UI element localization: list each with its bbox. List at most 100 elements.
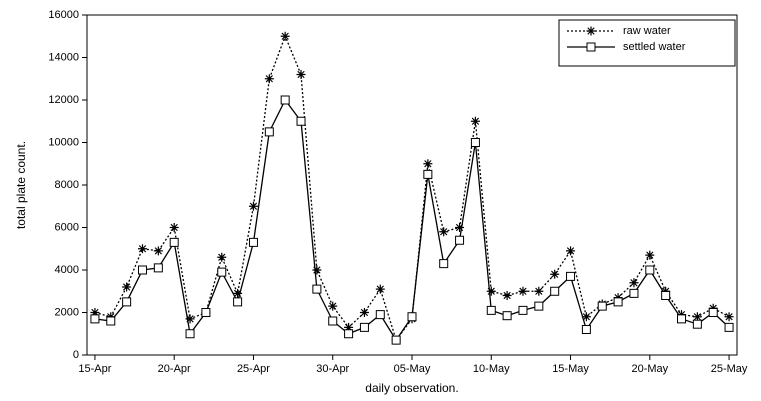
x-tick-label: 15-Apr	[78, 363, 111, 375]
square-marker	[439, 259, 449, 269]
square-marker	[169, 237, 179, 247]
y-tick-label: 8000	[55, 179, 79, 191]
square-marker	[185, 329, 195, 339]
legend-label: raw water	[623, 25, 671, 37]
star-marker	[264, 74, 274, 84]
x-tick-label: 10-May	[473, 363, 510, 375]
star-marker	[312, 265, 322, 275]
square-marker	[645, 265, 655, 275]
star-marker	[586, 26, 596, 36]
star-marker	[359, 308, 369, 317]
x-tick-label: 20-May	[631, 363, 668, 375]
square-marker	[534, 301, 544, 311]
star-marker	[486, 286, 496, 296]
square-marker	[407, 312, 417, 322]
square-marker	[312, 284, 322, 294]
square-marker	[328, 316, 338, 326]
x-tick-label: 25-May	[711, 363, 748, 375]
square-marker	[566, 271, 576, 281]
star-marker	[280, 31, 290, 41]
star-marker	[518, 286, 528, 296]
series-line	[94, 98, 730, 342]
square-marker	[692, 319, 702, 329]
square-marker	[233, 297, 243, 307]
square-marker	[280, 95, 290, 105]
y-axis-title: total plate count.	[14, 141, 28, 229]
square-marker	[724, 322, 734, 332]
square-marker	[296, 116, 306, 126]
square-marker	[359, 322, 369, 332]
star-marker	[169, 223, 179, 232]
star-marker	[470, 116, 480, 126]
star-marker	[455, 223, 465, 232]
square-marker	[586, 42, 596, 52]
square-marker	[708, 308, 718, 317]
star-marker	[328, 301, 338, 311]
square-marker	[581, 325, 591, 334]
x-tick-label: 25-Apr	[237, 363, 270, 375]
y-tick-label: 14000	[48, 51, 79, 63]
square-marker	[629, 288, 639, 298]
square-marker	[661, 291, 671, 300]
square-marker	[502, 311, 512, 321]
star-marker	[645, 250, 655, 260]
star-marker	[296, 70, 306, 79]
square-marker	[613, 297, 623, 307]
star-marker	[248, 201, 258, 211]
star-marker	[217, 252, 227, 262]
y-tick-label: 2000	[55, 306, 79, 318]
y-tick-label: 4000	[55, 264, 79, 276]
square-marker	[137, 265, 147, 275]
square-marker	[344, 329, 354, 339]
square-marker	[375, 310, 385, 320]
square-marker	[597, 301, 607, 311]
square-marker	[391, 335, 401, 345]
star-marker	[90, 308, 100, 317]
y-tick-label: 12000	[48, 94, 79, 106]
star-marker	[423, 159, 433, 169]
star-marker	[502, 291, 512, 300]
square-marker	[90, 314, 100, 324]
star-marker	[550, 269, 560, 279]
square-marker	[470, 138, 480, 147]
star-marker	[137, 244, 147, 254]
star-marker	[344, 322, 354, 332]
y-tick-label: 6000	[55, 221, 79, 233]
star-marker	[122, 282, 132, 292]
x-tick-label: 15-May	[552, 363, 589, 375]
square-marker	[106, 316, 116, 326]
square-marker	[455, 235, 465, 245]
star-marker	[153, 246, 163, 256]
star-marker	[534, 286, 544, 296]
star-marker	[233, 288, 243, 298]
star-marker	[581, 312, 591, 322]
star-marker	[375, 284, 385, 294]
square-marker	[486, 305, 496, 315]
star-marker	[692, 312, 702, 322]
x-axis-title: daily observation.	[365, 381, 458, 395]
square-marker	[217, 267, 227, 277]
square-marker	[264, 127, 274, 137]
star-marker	[566, 246, 576, 256]
square-marker	[550, 286, 560, 296]
star-marker	[185, 314, 195, 324]
star-marker	[629, 278, 639, 288]
square-marker	[122, 297, 132, 307]
x-tick-label: 30-Apr	[316, 363, 349, 375]
y-tick-label: 10000	[48, 136, 79, 148]
x-tick-label: 20-Apr	[158, 363, 191, 375]
legend-label: settled water	[623, 41, 686, 53]
square-marker	[201, 308, 211, 317]
y-tick-label: 16000	[48, 9, 79, 21]
square-marker	[248, 237, 258, 247]
square-marker	[677, 314, 687, 324]
x-tick-label: 05-May	[394, 363, 431, 375]
star-marker	[439, 227, 449, 237]
square-marker	[153, 263, 163, 273]
square-marker	[423, 169, 433, 179]
star-marker	[724, 312, 734, 322]
y-tick-label: 0	[73, 349, 79, 361]
square-marker	[518, 305, 528, 315]
